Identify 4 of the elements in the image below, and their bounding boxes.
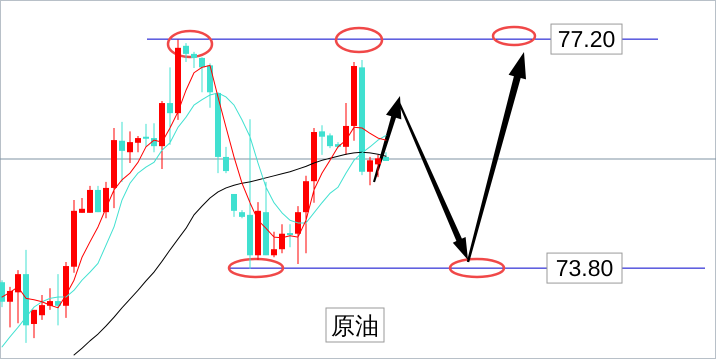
y-tick-label: 73.80 xyxy=(556,255,614,282)
text: 原油 xyxy=(331,313,379,340)
y-tick-label: 77.20 xyxy=(558,26,616,52)
line-series xyxy=(2,92,386,348)
